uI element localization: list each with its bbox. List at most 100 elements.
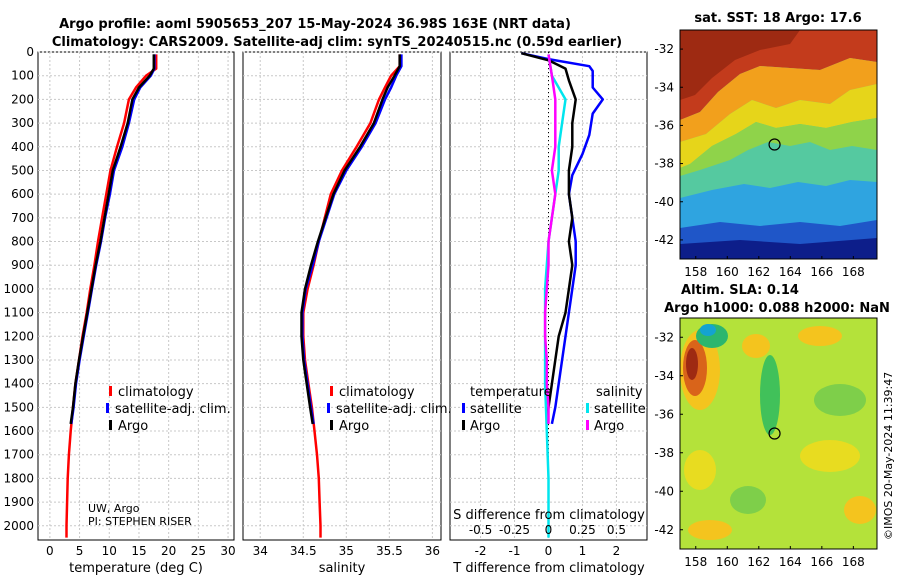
- sst-hottest-region: [680, 30, 800, 100]
- sla-mid-2: [730, 486, 766, 514]
- legend-label-argo: Argo: [118, 419, 148, 434]
- legend-swatch-satellite: [327, 403, 330, 413]
- tick-labels: 0100200300400500600700800900100011001200…: [3, 45, 626, 558]
- sla-field: [680, 318, 877, 549]
- sst-green-band: [680, 118, 877, 176]
- map-y-tick-label: -42: [654, 523, 674, 537]
- sla-high-4: [742, 334, 770, 358]
- x-tick-label: -2: [475, 544, 487, 558]
- sst-coldest-region: [680, 238, 877, 259]
- sst-field: [680, 30, 877, 259]
- legend-swatch-argo: [330, 420, 333, 430]
- map-y-tick-label: -40: [654, 484, 674, 498]
- map-y-tick-label: -34: [654, 369, 674, 383]
- legend-swatch-climatology: [109, 386, 112, 396]
- y-tick-label: 1600: [3, 424, 34, 438]
- salinity-xlabel: salinity: [319, 561, 366, 576]
- map-x-tick-label: 160: [716, 265, 739, 279]
- legend-label-t-satellite: satellite: [470, 402, 522, 417]
- legend-swatch-t-argo: [462, 420, 465, 430]
- map-x-tick-label: 164: [779, 555, 802, 569]
- difference-legend: temperature salinity satellite Argo sate…: [462, 385, 646, 434]
- x-tick-label: 36: [425, 544, 440, 558]
- sla-high-6: [800, 440, 860, 472]
- y-tick-label: 1200: [3, 329, 34, 343]
- map-y-tick-label: -38: [654, 157, 674, 171]
- y-tick-label: 1300: [3, 353, 34, 367]
- x-tick-label: 35: [339, 544, 354, 558]
- y-tick-label: 900: [11, 258, 34, 272]
- sla-high-9: [688, 520, 732, 540]
- title-line-2: Climatology: CARS2009. Satellite-adj cli…: [52, 35, 622, 50]
- salinity-panel-frame: [242, 51, 442, 541]
- map-x-tick-label: 164: [779, 265, 802, 279]
- sla-high-8: [844, 496, 876, 524]
- sst-map-frame: [679, 29, 878, 260]
- y-tick-label: 500: [11, 163, 34, 177]
- sst-orange-band: [680, 58, 877, 142]
- x-tick-label: 34: [253, 544, 268, 558]
- sla-mid-1: [814, 384, 866, 416]
- credit-text: UW, Argo: [88, 502, 140, 515]
- x-tick-label: -1: [509, 544, 521, 558]
- difference-xlabel: T difference from climatology: [452, 561, 645, 576]
- y-tick-label: 1500: [3, 400, 34, 414]
- legend-label-s-satellite: satellite: [594, 402, 646, 417]
- s-tick-label: 0: [545, 523, 553, 537]
- y-tick-label: 0: [26, 45, 34, 59]
- s-tick-label: 0.5: [607, 523, 626, 537]
- legend-label-climatology: climatology: [339, 385, 415, 400]
- sla-map-title-2: Argo h1000: 0.088 h2000: NaN: [664, 301, 890, 316]
- map-y-tick-label: -42: [654, 233, 674, 247]
- sst-map-title: sat. SST: 18 Argo: 17.6: [694, 11, 861, 26]
- series-satellite-adj-clim-: [301, 54, 403, 425]
- sla-ticks: 158 160 162 164 166 168 -32 -34 -36 -38 -40 -42: [654, 330, 864, 569]
- salinity-difference-label: S difference from climatology: [453, 508, 645, 523]
- temperature-legend: climatology satellite-adj. clim. Argo: [106, 385, 231, 434]
- map-x-tick-label: 160: [716, 555, 739, 569]
- sla-map: Altim. SLA: 0.14 Argo h1000: 0.088 h2000…: [654, 283, 889, 569]
- y-tick-label: 1100: [3, 306, 34, 320]
- x-tick-label: 10: [102, 544, 117, 558]
- y-tick-label: 200: [11, 92, 34, 106]
- map-x-tick-label: 168: [842, 265, 865, 279]
- s-tick-label: -0.25: [499, 523, 530, 537]
- sla-low-2: [700, 324, 716, 336]
- legend-label-argo: Argo: [339, 419, 369, 434]
- map-x-tick-label: 158: [684, 555, 707, 569]
- legend-swatch-t-satellite: [462, 403, 465, 413]
- x-tick-label: 20: [161, 544, 176, 558]
- map-x-tick-label: 158: [684, 265, 707, 279]
- series-climatology: [302, 54, 401, 538]
- y-tick-label: 1400: [3, 377, 34, 391]
- sst-map: sat. SST: 18 Argo: 17.6 158 160 162 164 166 1…: [654, 11, 878, 279]
- series-t-satellite: [521, 51, 605, 425]
- y-tick-label: 100: [11, 69, 34, 83]
- legend-swatch-climatology: [330, 386, 333, 396]
- legend-title-temperature: temperature: [470, 385, 552, 400]
- series-satellite-adj-clim-: [70, 54, 156, 425]
- x-tick-label: 30: [220, 544, 235, 558]
- gridlines: [38, 51, 647, 540]
- x-tick-label: 0: [46, 544, 54, 558]
- x-tick-label: 34.5: [290, 544, 317, 558]
- temperature-xlabel: temperature (deg C): [69, 561, 203, 576]
- map-y-tick-label: -40: [654, 195, 674, 209]
- sst-argo-location-marker: [768, 138, 781, 151]
- x-tick-label: 2: [613, 544, 621, 558]
- legend-swatch-s-satellite: [586, 403, 589, 413]
- s-tick-label: 0.25: [569, 523, 596, 537]
- profile-series: [65, 51, 605, 538]
- legend-label-s-argo: Argo: [594, 419, 624, 434]
- legend-swatch-satellite: [106, 403, 109, 413]
- map-x-tick-label: 166: [810, 555, 833, 569]
- legend-label-satellite: satellite-adj. clim.: [115, 402, 231, 417]
- x-tick-label: 1: [579, 544, 587, 558]
- sla-high-3: [686, 348, 698, 380]
- series-argo: [69, 54, 156, 425]
- x-tick-label: 35.5: [376, 544, 403, 558]
- x-tick-label: 5: [76, 544, 84, 558]
- map-y-tick-label: -32: [654, 330, 674, 344]
- imos-timestamp: ©IMOS 20-May-2024 11:39:47: [882, 372, 895, 540]
